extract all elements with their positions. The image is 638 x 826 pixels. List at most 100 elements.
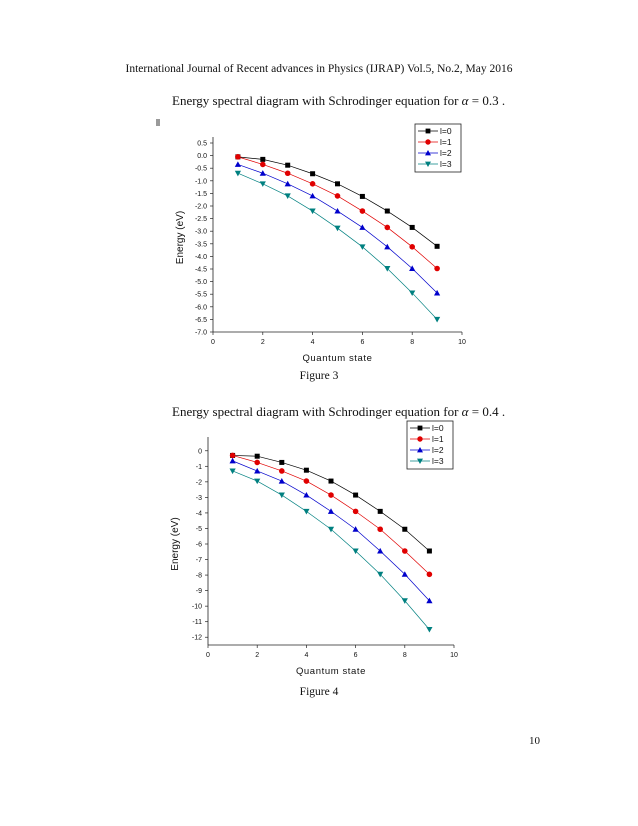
data-point (359, 193, 365, 199)
series-l=0 (230, 452, 432, 554)
y-tick-label: -6.5 (195, 317, 207, 324)
margin-marker (156, 119, 160, 126)
data-point (303, 491, 310, 498)
legend-label: l=0 (440, 126, 452, 136)
y-tick-label: -2.5 (195, 216, 207, 223)
data-point (279, 468, 285, 474)
data-point (328, 492, 334, 498)
y-tick-label: -11 (192, 619, 202, 626)
data-point (426, 548, 432, 554)
x-tick-label: 2 (255, 652, 259, 659)
y-tick-label: -4.0 (195, 254, 207, 261)
y-tick-label: -12 (192, 635, 202, 642)
data-point (284, 170, 291, 177)
data-point (229, 452, 236, 459)
data-point (401, 598, 408, 604)
x-axis-label: Quantum state (296, 666, 366, 677)
data-point (401, 571, 408, 577)
data-point (260, 161, 266, 168)
caption-equation: = 0.4 . (468, 404, 506, 419)
y-tick-label: 0.5 (197, 141, 207, 148)
y-axis-label: Energy (eV) (170, 517, 181, 570)
y-tick-label: 0 (198, 448, 202, 455)
series-l=3 (229, 468, 433, 633)
y-tick-label: -1.0 (195, 178, 207, 185)
caption-text: Energy spectral diagram with Schrodinger… (172, 93, 462, 108)
y-tick-label: -7.0 (195, 330, 207, 337)
data-point (334, 225, 341, 232)
data-point (384, 243, 391, 250)
data-point (310, 171, 316, 177)
data-point (434, 265, 440, 272)
caption-figure-4: Energy spectral diagram with Schrodinger… (172, 404, 505, 420)
data-point (434, 289, 441, 296)
legend-marker (425, 139, 431, 145)
y-tick-label: -5.0 (195, 279, 207, 286)
legend-marker (417, 458, 423, 464)
y-tick-label: -1 (196, 464, 202, 471)
data-point (254, 478, 261, 485)
data-point (334, 207, 341, 214)
legend-marker (425, 150, 431, 156)
data-point (359, 208, 366, 214)
alpha-symbol: α (461, 93, 469, 108)
data-point (234, 161, 241, 167)
alpha-symbol: α (461, 404, 469, 419)
legend-marker (417, 436, 423, 442)
data-point (426, 597, 433, 604)
y-tick-label: -3.5 (195, 241, 207, 248)
y-tick-label: 0.0 (197, 153, 207, 160)
series-l=1 (229, 452, 433, 578)
journal-header: International Journal of Recent advances… (125, 63, 513, 75)
x-axis-label: Quantum state (302, 353, 372, 364)
y-tick-label: -4 (196, 510, 202, 517)
y-tick-label: -5 (196, 526, 202, 533)
data-point (279, 459, 285, 465)
data-point (254, 453, 260, 459)
series-l=2 (229, 457, 433, 604)
data-point (352, 508, 359, 515)
data-point (434, 243, 440, 249)
data-point (359, 224, 366, 230)
data-point (229, 468, 236, 475)
y-tick-label: -7 (196, 557, 202, 564)
legend-label: l=2 (432, 445, 444, 455)
figure-3-label: Figure 3 (299, 370, 339, 382)
y-tick-label: -3.0 (195, 229, 207, 236)
data-point (328, 478, 334, 484)
data-point (285, 162, 291, 168)
data-point (352, 548, 359, 555)
y-tick-label: -6 (196, 542, 202, 549)
legend-label: l=3 (432, 456, 444, 466)
data-point (377, 547, 384, 554)
legend-marker (425, 128, 431, 134)
y-tick-label: -8 (196, 573, 202, 580)
data-point (384, 224, 391, 231)
legend-label: l=2 (440, 148, 452, 158)
data-point (352, 526, 359, 532)
series-l=3 (234, 170, 441, 323)
data-point (353, 492, 359, 498)
x-tick-label: 6 (354, 652, 358, 659)
x-tick-label: 10 (450, 652, 458, 659)
figure-4-label: Figure 4 (299, 686, 339, 698)
x-tick-label: 2 (261, 339, 265, 346)
data-point (254, 467, 261, 474)
caption-figure-3: Energy spectral diagram with Schrodinger… (172, 93, 505, 109)
data-point (377, 571, 384, 578)
data-point (409, 224, 415, 230)
series-l=1 (235, 154, 440, 272)
data-point (284, 193, 291, 200)
legend-label: l=1 (432, 434, 444, 444)
caption-text: Energy spectral diagram with Schrodinger… (172, 404, 462, 419)
data-point (409, 244, 416, 250)
y-tick-label: -9 (196, 588, 202, 595)
y-tick-label: -4.5 (195, 267, 207, 274)
legend-label: l=0 (432, 423, 444, 433)
data-point (303, 478, 310, 484)
x-tick-label: 0 (206, 652, 210, 659)
data-point (409, 265, 416, 271)
series-l=2 (234, 161, 441, 296)
